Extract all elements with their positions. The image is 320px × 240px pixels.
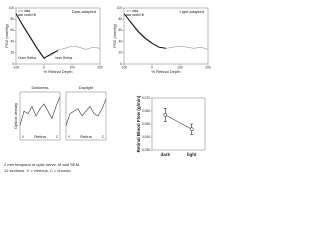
legend-label: model fit [24,13,36,17]
caption: 12 sections. V = vitreous, C = choroid. [4,168,72,173]
y-tick-label: 0 [12,62,14,66]
point [189,127,194,132]
y-tick-label: 0.050 [142,122,150,126]
y-tick-label: 20 [118,51,122,55]
figure: 2 mm temporal of optic nerve, M and SEM,… [4,6,211,173]
plot-frame [15,7,101,65]
y-tick-label: 100 [117,6,123,10]
plot-frame [65,91,107,141]
y-axis-label: Optical density [13,103,18,129]
annotation: V [68,135,71,139]
y-tick-label: 20 [10,51,14,55]
annotation: C [102,135,105,139]
y-tick-label: 40 [10,39,14,43]
x-tick-label: 100 [69,65,75,69]
y-tick-label: 80 [10,17,14,21]
y-tick-label: 0.060 [142,109,150,113]
x-tick-label: -100 [13,65,20,69]
series-line [19,96,61,126]
x-axis-label: Retina [34,134,46,139]
x-tick-label: 200 [205,65,211,69]
y-tick-label: 0.030 [142,148,150,152]
plot-frame [19,91,61,141]
x-axis-label: % Retinal Depth [152,69,181,74]
legend-label: data [24,9,30,13]
y-tick-label: 100 [9,6,15,10]
caption: 2 mm temporal of optic nerve, M and SEM, [4,162,80,167]
annotation: Inner Retina [55,56,73,60]
y-tick-label: 60 [10,28,14,32]
connector [165,114,192,130]
legend-label: model fit [132,13,144,17]
y-tick-label: 0 [120,62,122,66]
series-line [123,13,209,50]
y-tick-label: 40 [118,39,122,43]
series-line [123,13,167,49]
y-tick-label: 60 [118,28,122,32]
chart-title: Dark-adapted [72,9,96,14]
y-tick-label: 0.040 [142,135,150,139]
x-tick-label: 100 [177,65,183,69]
x-tick-label: light [187,152,197,157]
x-axis-label: % Retinal Depth [44,69,73,74]
x-tick-label: dark [160,152,170,157]
chart-title: Darkness [32,85,49,90]
plot-frame [151,97,206,151]
series-line [15,13,59,60]
point [163,113,168,117]
y-axis-label: PO2 (mmHg) [112,24,117,48]
annotation: V [22,135,25,139]
x-tick-label: 200 [97,65,103,69]
y-axis-label: Retinal Blood Flow (g/min) [136,95,141,152]
chart-title: Light-adapted [180,9,204,14]
legend-label: data [132,9,138,13]
x-axis-label: Retina [80,134,92,139]
y-tick-label: 80 [118,17,122,21]
x-tick-label: -100 [121,65,128,69]
annotation: Outer Retina [18,56,36,60]
x-tick-label: 0 [43,65,45,69]
chart-title: Daylight [79,85,94,90]
y-axis-label: PO2 (mmHg) [4,24,9,48]
series-line [65,99,107,126]
plot-frame [123,7,209,65]
x-tick-label: 0 [151,65,153,69]
series-line [15,13,101,58]
annotation: C [56,135,59,139]
y-tick-label: 0.070 [142,96,150,100]
